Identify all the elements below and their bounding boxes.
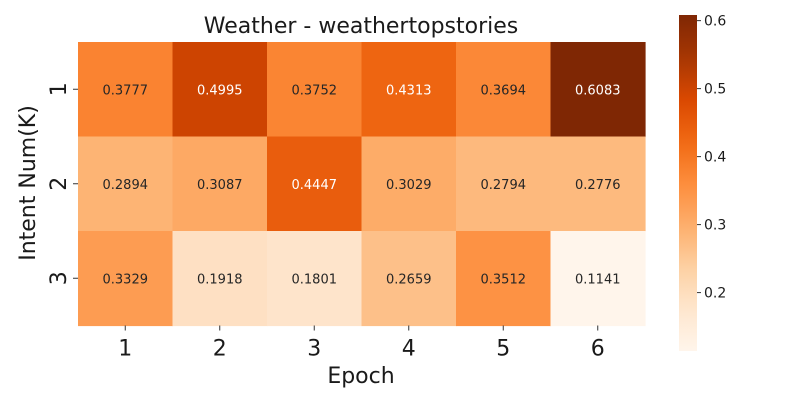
colorbar-tick-label: 0.6 [704,14,726,30]
heatmap-cell [172,42,268,138]
heatmap-cell [456,42,552,138]
heatmap-cell [172,231,268,327]
colorbar: 0.2 0.3 0.4 0.5 0.6 [679,14,726,351]
cell-value-label: 0.1141 [575,272,621,287]
cell-value-label: 0.4995 [197,83,243,98]
cell-value-label: 0.3777 [103,83,149,98]
heatmap-cell [267,42,363,138]
cell-value-label: 0.2794 [481,178,527,193]
cell-value-label: 0.2659 [386,272,432,287]
x-tick-label: 2 [213,337,227,362]
colorbar-tick-label: 0.2 [704,286,726,302]
colorbar-gradient [679,15,697,351]
x-axis-ticks: 1 2 3 4 5 6 [118,325,605,362]
heatmap-cell-labels: 0.3777 0.4995 0.3752 0.4313 0.3694 0.6083 0.28… [103,83,621,287]
y-tick-label: 2 [47,177,72,191]
colorbar-tick-label: 0.4 [704,150,726,166]
heatmap-cell [361,231,457,327]
chart-title: Weather - weathertopstories [204,14,518,39]
heatmap-cell [361,42,457,138]
cell-value-label: 0.3087 [197,178,243,193]
cell-value-label: 0.6083 [575,83,621,98]
y-axis-label: Intent Num(K) [16,105,41,261]
heatmap-cell [550,42,646,138]
cell-value-label: 0.2894 [103,178,149,193]
x-tick-label: 5 [496,337,510,362]
cell-value-label: 0.4313 [386,83,432,98]
heatmap-cell [456,136,552,232]
y-tick-label: 3 [47,271,72,285]
cell-value-label: 0.3752 [292,83,338,98]
heatmap-cells [78,42,646,327]
colorbar-tick-label: 0.3 [704,218,726,234]
heatmap-cell [78,231,174,327]
heatmap-cell [267,231,363,327]
cell-value-label: 0.4447 [292,178,338,193]
heatmap-cell [78,136,174,232]
x-tick-label: 3 [307,337,321,362]
cell-value-label: 0.2776 [575,178,621,193]
cell-value-label: 0.3512 [481,272,527,287]
heatmap-cell [267,136,363,232]
cell-value-label: 0.3694 [481,83,527,98]
x-tick-label: 6 [591,337,605,362]
cell-value-label: 0.3029 [386,178,432,193]
x-axis-label: Epoch [327,364,394,389]
heatmap-cell [550,136,646,232]
cell-value-label: 0.1801 [292,272,338,287]
heatmap-cell [361,136,457,232]
x-tick-label: 1 [118,337,132,362]
colorbar-tick-label: 0.5 [704,82,726,98]
heatmap-cell [172,136,268,232]
y-axis-ticks: 1 2 3 [47,82,78,285]
x-tick-label: 4 [402,337,416,362]
heatmap-cell [550,231,646,327]
heatmap-cell [78,42,174,138]
heatmap-cell [456,231,552,327]
cell-value-label: 0.3329 [103,272,149,287]
cell-value-label: 0.1918 [197,272,243,287]
y-tick-label: 1 [47,82,72,96]
